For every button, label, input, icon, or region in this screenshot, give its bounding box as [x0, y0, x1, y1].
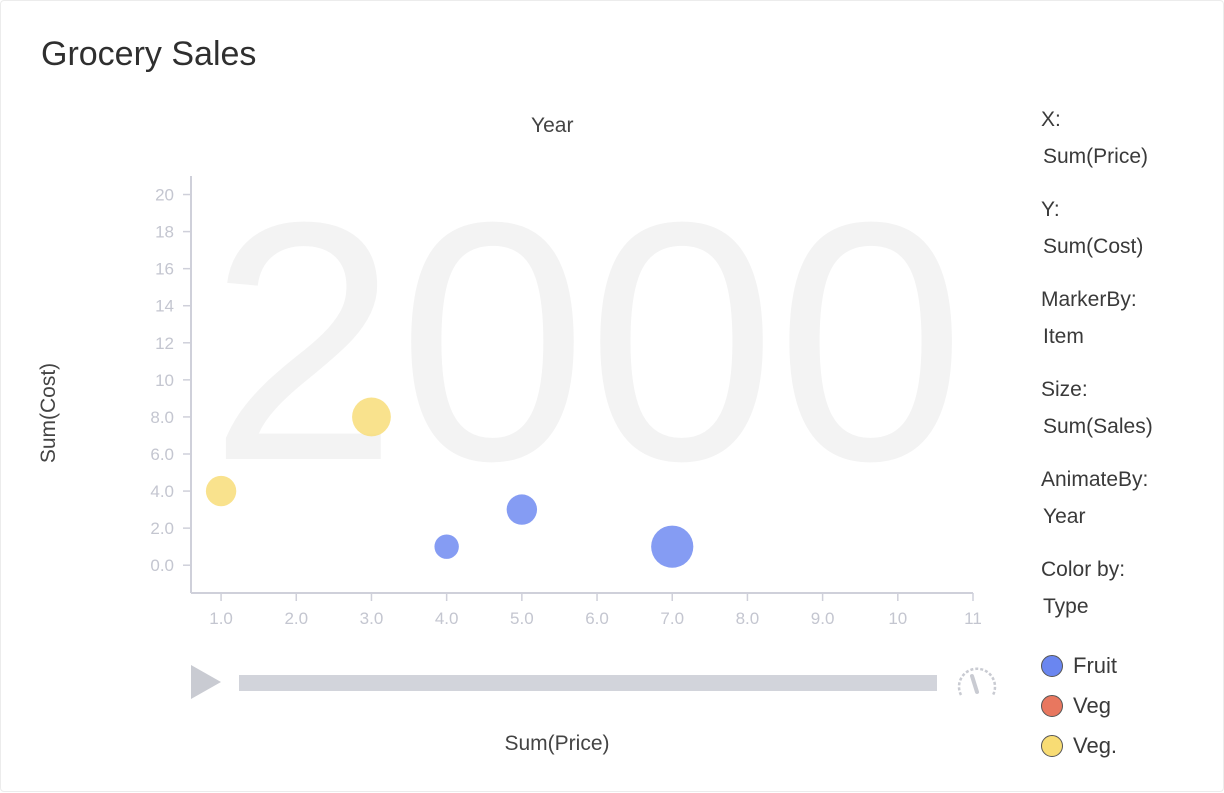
- encoding-value: Sum(Sales): [1043, 415, 1153, 438]
- encoding-color-by: Color by: Type: [1041, 551, 1216, 641]
- encoding-marker-by: MarkerBy: Item: [1041, 281, 1216, 371]
- legend: Fruit Veg Veg.: [1041, 646, 1117, 766]
- x-tick-label: 4.0: [435, 609, 459, 628]
- legend-item-veg-dot[interactable]: Veg.: [1041, 726, 1117, 766]
- x-tick-label: 3.0: [360, 609, 384, 628]
- legend-item-veg[interactable]: Veg: [1041, 686, 1117, 726]
- x-tick-label: 10: [888, 609, 907, 628]
- play-button[interactable]: [191, 664, 225, 700]
- encoding-y: Y: Sum(Cost): [1041, 191, 1216, 281]
- chart-title: Grocery Sales: [41, 35, 257, 73]
- encoding-label: MarkerBy:: [1041, 288, 1137, 311]
- speed-control[interactable]: [955, 663, 999, 701]
- y-tick-label: 20: [155, 186, 174, 205]
- y-tick-label: 6.0: [150, 445, 174, 464]
- year-watermark: 2000: [209, 152, 965, 532]
- encoding-label: Color by:: [1041, 558, 1126, 581]
- bubble-point: [205, 475, 237, 507]
- bubble-point: [506, 494, 538, 525]
- x-tick-label: 2.0: [284, 609, 308, 628]
- x-tick-label: 6.0: [585, 609, 609, 628]
- year-slider[interactable]: [239, 675, 937, 691]
- y-tick-label: 8.0: [150, 408, 174, 427]
- animate-by-label: Year: [531, 114, 574, 137]
- y-tick-label: 12: [155, 334, 174, 353]
- legend-label: Veg.: [1073, 733, 1118, 758]
- encoding-label: Y:: [1041, 198, 1060, 221]
- bubble-point: [434, 534, 459, 559]
- y-axis-title: Sum(Cost): [37, 362, 60, 464]
- encoding-value: Sum(Cost): [1043, 235, 1144, 258]
- encoding-value: Item: [1043, 325, 1084, 348]
- play-icon: [191, 665, 221, 699]
- x-tick-label: 7.0: [660, 609, 684, 628]
- y-tick-label: 10: [155, 371, 174, 390]
- legend-swatch: [1041, 695, 1063, 717]
- y-tick-label: 4.0: [150, 482, 174, 501]
- encoding-value: Year: [1043, 505, 1086, 528]
- legend-swatch: [1041, 735, 1063, 757]
- legend-label: Veg: [1073, 693, 1111, 718]
- encoding-size: Size: Sum(Sales): [1041, 371, 1216, 461]
- encoding-value: Type: [1043, 595, 1089, 618]
- speedometer-icon: [957, 667, 997, 696]
- legend-item-fruit[interactable]: Fruit: [1041, 646, 1117, 686]
- legend-swatch: [1041, 655, 1063, 677]
- legend-label: Fruit: [1073, 653, 1117, 678]
- x-tick-label: 11: [964, 609, 982, 628]
- y-tick-label: 2.0: [150, 519, 174, 538]
- y-tick-label: 16: [155, 260, 174, 279]
- encoding-label: AnimateBy:: [1041, 468, 1149, 491]
- y-tick-label: 14: [155, 297, 174, 316]
- x-tick-label: 5.0: [510, 609, 534, 628]
- encoding-panel: X: Sum(Price) Y: Sum(Cost) MarkerBy: Ite…: [1041, 101, 1216, 641]
- bubble-point: [651, 525, 694, 568]
- encoding-value: Sum(Price): [1043, 145, 1149, 168]
- encoding-animate-by: AnimateBy: Year: [1041, 461, 1216, 551]
- y-tick-label: 0.0: [150, 556, 174, 575]
- x-tick-label: 8.0: [736, 609, 760, 628]
- x-axis-title: Sum(Price): [504, 732, 610, 755]
- encoding-label: Size:: [1041, 378, 1088, 401]
- bubble-point: [352, 397, 391, 437]
- y-tick-label: 18: [155, 223, 174, 242]
- x-tick-label: 1.0: [209, 609, 233, 628]
- encoding-x: X: Sum(Price): [1041, 101, 1216, 191]
- x-tick-label: 9.0: [811, 609, 835, 628]
- encoding-label: X:: [1041, 108, 1061, 131]
